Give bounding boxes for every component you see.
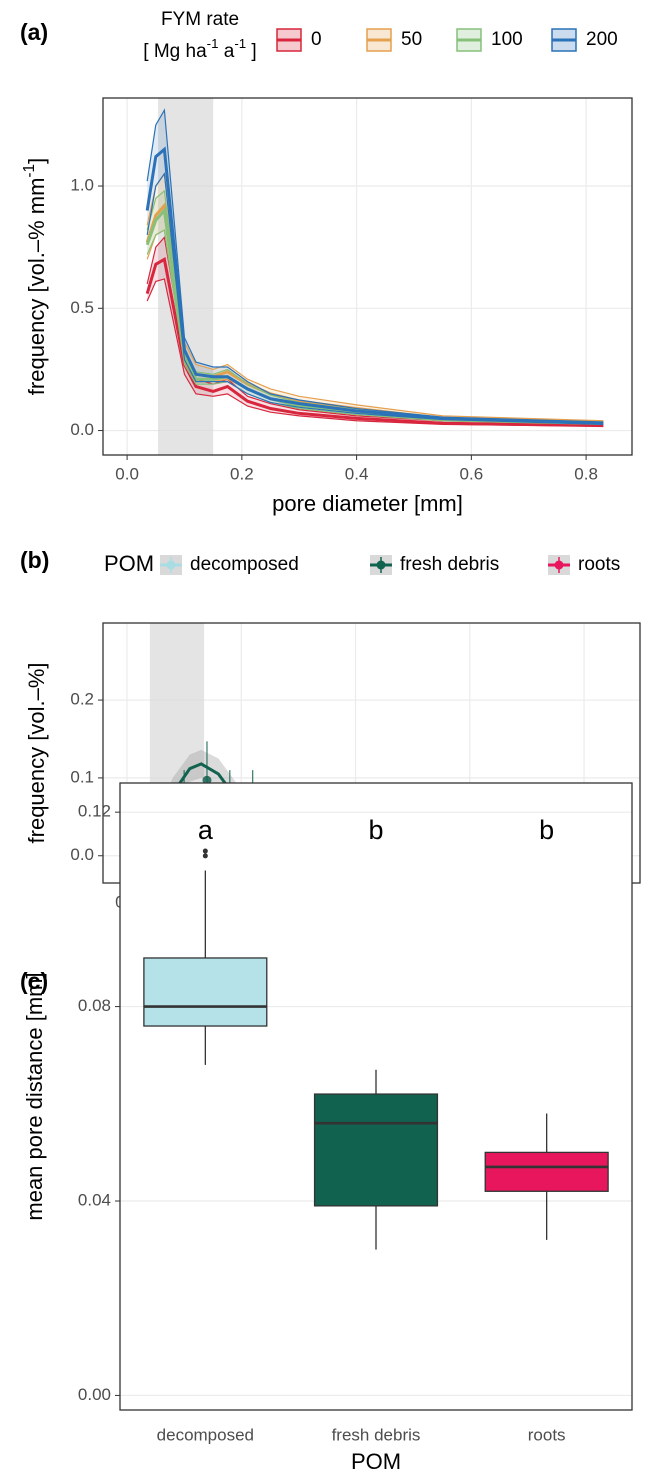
y-axis-title: frequency [vol.–%] (24, 663, 49, 844)
y-axis-title-part: ] (24, 158, 49, 164)
y-axis-title: frequency [vol.–% mm-1] (21, 158, 49, 395)
x-axis-title: POM (351, 1449, 401, 1474)
ribbon-edge (146, 108, 604, 423)
y-axis-title-part: frequency [vol.–% mm (24, 178, 49, 396)
panel-label: (b) (20, 547, 49, 573)
x-tick-label: decomposed (157, 1425, 254, 1444)
box (313, 1093, 439, 1207)
legend-unit-part: -1 (207, 36, 219, 51)
series-line (145, 257, 604, 428)
y-tick-label: 0.00 (78, 1385, 111, 1404)
outlier (202, 848, 208, 854)
legend-key-point (376, 560, 386, 570)
panel-label: (c) (20, 968, 48, 994)
x-tick-label: 0.0 (115, 464, 139, 483)
series-line (145, 146, 604, 425)
significance-letter: a (198, 815, 214, 845)
y-tick-label: 0.12 (78, 802, 111, 821)
x-tick-label: fresh debris (332, 1425, 421, 1444)
panel-border (102, 97, 633, 456)
legend-label: fresh debris (400, 554, 499, 575)
legend-label: 100 (491, 29, 523, 50)
x-tick-label: 0.2 (230, 464, 254, 483)
x-tick-label: 0.6 (460, 464, 484, 483)
x-tick-label: 0.8 (574, 464, 598, 483)
x-tick-label: roots (528, 1425, 566, 1444)
legend-label: 50 (401, 29, 422, 50)
legend-label: 200 (586, 29, 618, 50)
box (143, 957, 268, 1027)
legend-title: POM (104, 551, 154, 576)
y-axis-title-part: -1 (21, 164, 38, 178)
y-tick-label: 0.04 (78, 1190, 111, 1209)
ribbon-edge (146, 278, 604, 427)
x-axis-title: pore diameter [mm] (272, 491, 463, 516)
legend-unit-part: -1 (234, 36, 246, 51)
legend-key-point (166, 560, 176, 570)
y-tick-label: 0.2 (70, 690, 94, 709)
y-tick-label: 0.0 (70, 420, 94, 439)
significance-letter: b (539, 815, 554, 845)
y-tick-label: 0.08 (78, 996, 111, 1015)
y-axis-title: mean pore distance [mm] (22, 972, 47, 1220)
outlier (202, 853, 208, 859)
y-tick-label: 1.0 (70, 176, 94, 195)
box (484, 1151, 609, 1192)
y-tick-label: 0.5 (70, 298, 94, 317)
legend-label: 0 (311, 29, 322, 50)
ribbon-edge (146, 172, 604, 426)
significance-letter: b (368, 815, 383, 845)
legend-key-point (554, 560, 564, 570)
legend-title: FYM rate (161, 9, 239, 30)
x-tick-label: 0.4 (345, 464, 369, 483)
panel-label: (a) (20, 19, 48, 45)
legend-unit-part: ] (246, 41, 257, 62)
y-tick-label: 0.1 (70, 767, 94, 786)
legend-unit: [ Mg ha-1 a-1 ] (143, 36, 256, 63)
legend-label: roots (578, 554, 620, 575)
y-tick-label: 0.0 (70, 845, 94, 864)
legend-label: decomposed (190, 554, 299, 575)
panel-border (119, 782, 633, 1411)
legend-unit-part: [ Mg ha (143, 41, 207, 62)
legend-unit-part: a (218, 41, 234, 62)
